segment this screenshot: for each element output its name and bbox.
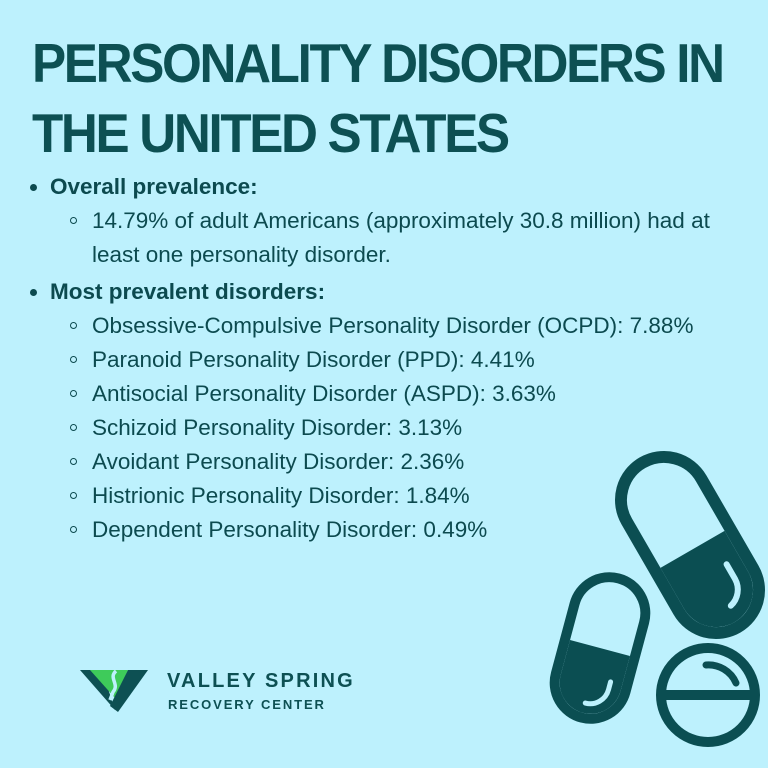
list-item: Antisocial Personality Disorder (ASPD): … [26,377,766,411]
list-item: 14.79% of adult Americans (approximately… [26,204,752,272]
tablet-icon [656,643,760,747]
list-item: Paranoid Personality Disorder (PPD): 4.4… [26,343,766,377]
list-item: Dependent Personality Disorder: 0.49% [26,513,766,547]
list-item: Schizoid Personality Disorder: 3.13% [26,411,766,445]
page-title: PERSONALITY DISORDERS IN THE UNITED STATE… [32,28,725,168]
title-line-2: THE UNITED STATES [32,102,510,164]
title-line-1: PERSONALITY DISORDERS IN [32,32,725,94]
pills-icon [549,450,765,747]
list-item: Obsessive-Compulsive Personality Disorde… [26,309,732,343]
valley-spring-logo-icon [80,669,148,712]
bullet-list: Overall prevalence: 14.79% of adult Amer… [26,170,766,547]
brand-name: VALLEY SPRING [167,670,355,692]
list-item: Histrionic Personality Disorder: 1.84% [26,479,766,513]
section-heading-overall: Overall prevalence: [26,170,766,204]
section-heading-disorders: Most prevalent disorders: [26,275,766,309]
small-capsule-icon [549,572,651,724]
list-item: Avoidant Personality Disorder: 2.36% [26,445,766,479]
large-capsule-icon [615,450,765,640]
brand-subtitle: RECOVERY CENTER [168,697,326,712]
